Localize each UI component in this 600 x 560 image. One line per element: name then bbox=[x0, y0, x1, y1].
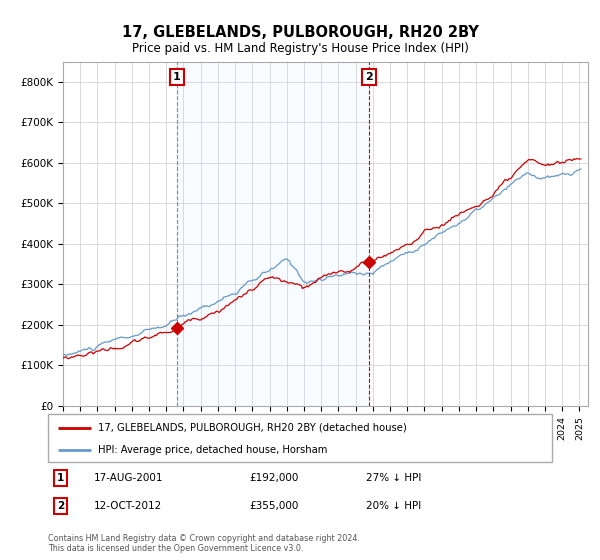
Text: 2: 2 bbox=[365, 72, 373, 82]
Text: 1: 1 bbox=[57, 473, 64, 483]
Text: 17, GLEBELANDS, PULBOROUGH, RH20 2BY: 17, GLEBELANDS, PULBOROUGH, RH20 2BY bbox=[122, 25, 478, 40]
Text: Contains HM Land Registry data © Crown copyright and database right 2024.
This d: Contains HM Land Registry data © Crown c… bbox=[48, 534, 360, 553]
Text: Price paid vs. HM Land Registry's House Price Index (HPI): Price paid vs. HM Land Registry's House … bbox=[131, 42, 469, 55]
Text: 27% ↓ HPI: 27% ↓ HPI bbox=[365, 473, 421, 483]
Text: 1: 1 bbox=[173, 72, 181, 82]
Text: 20% ↓ HPI: 20% ↓ HPI bbox=[365, 501, 421, 511]
Bar bbox=[177, 62, 369, 406]
Text: 17-AUG-2001: 17-AUG-2001 bbox=[94, 473, 163, 483]
Text: 17, GLEBELANDS, PULBOROUGH, RH20 2BY (detached house): 17, GLEBELANDS, PULBOROUGH, RH20 2BY (de… bbox=[98, 423, 407, 433]
Text: £355,000: £355,000 bbox=[250, 501, 299, 511]
Text: £192,000: £192,000 bbox=[250, 473, 299, 483]
Text: HPI: Average price, detached house, Horsham: HPI: Average price, detached house, Hors… bbox=[98, 445, 328, 455]
Text: 2: 2 bbox=[57, 501, 64, 511]
FancyBboxPatch shape bbox=[48, 414, 552, 462]
Text: 12-OCT-2012: 12-OCT-2012 bbox=[94, 501, 161, 511]
